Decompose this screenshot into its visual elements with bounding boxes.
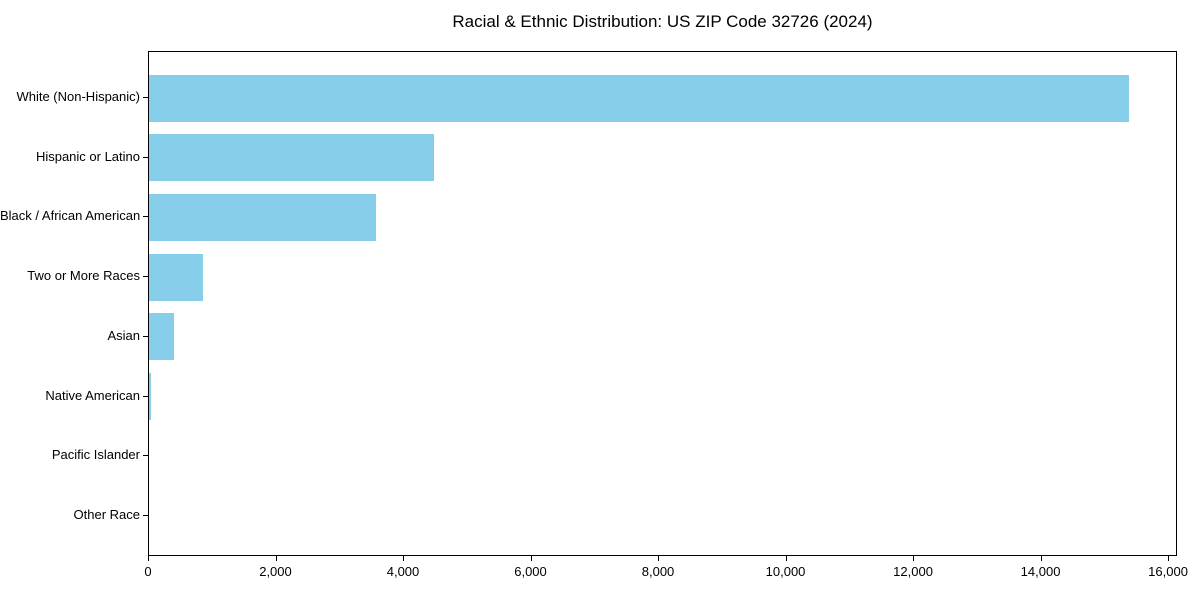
- x-tick-label: 16,000: [1148, 564, 1188, 579]
- bar: [149, 74, 1129, 122]
- y-tick-mark: [143, 156, 148, 158]
- bar: [149, 134, 434, 182]
- x-tick-mark: [403, 556, 405, 561]
- bar: [149, 193, 376, 241]
- y-tick-label: Native American: [45, 387, 140, 403]
- y-tick-label: Two or More Races: [27, 268, 140, 284]
- x-tick-mark: [785, 556, 787, 561]
- y-tick-label: Black / African American: [0, 208, 141, 224]
- x-tick-mark: [275, 556, 277, 561]
- x-tick-mark: [658, 556, 660, 561]
- x-tick-label: 2,000: [259, 564, 292, 579]
- x-tick-mark: [913, 556, 915, 561]
- y-tick-label: Hispanic or Latino: [35, 148, 140, 164]
- y-tick-label: Asian: [107, 327, 140, 343]
- x-tick-mark: [530, 556, 532, 561]
- bar: [149, 313, 174, 361]
- y-tick-mark: [143, 455, 148, 457]
- x-tick-label: 12,000: [893, 564, 933, 579]
- plot-area: [148, 51, 1177, 556]
- y-tick-label: Other Race: [73, 506, 140, 522]
- x-tick-label: 4,000: [386, 564, 420, 579]
- x-tick-mark: [1168, 556, 1170, 561]
- y-tick-mark: [143, 276, 148, 278]
- bar: [149, 373, 151, 421]
- y-tick-label: White (Non-Hispanic): [16, 89, 140, 104]
- y-tick-mark: [143, 97, 148, 98]
- x-tick-label: 14,000: [1020, 564, 1061, 579]
- y-tick-label: Pacific Islander: [51, 447, 140, 463]
- x-tick-mark: [1040, 556, 1042, 561]
- x-tick-mark: [148, 556, 149, 561]
- y-tick-mark: [143, 335, 148, 337]
- y-tick-mark: [143, 216, 148, 218]
- chart-title: Racial & Ethnic Distribution: US ZIP Cod…: [452, 12, 873, 31]
- x-tick-label: 10,000: [765, 564, 806, 579]
- x-tick-label: 8,000: [641, 564, 675, 579]
- x-tick-label: 6,000: [514, 564, 547, 579]
- y-tick-mark: [143, 514, 148, 516]
- x-tick-label: 0: [144, 564, 152, 579]
- y-tick-mark: [143, 395, 148, 397]
- bar: [149, 253, 204, 301]
